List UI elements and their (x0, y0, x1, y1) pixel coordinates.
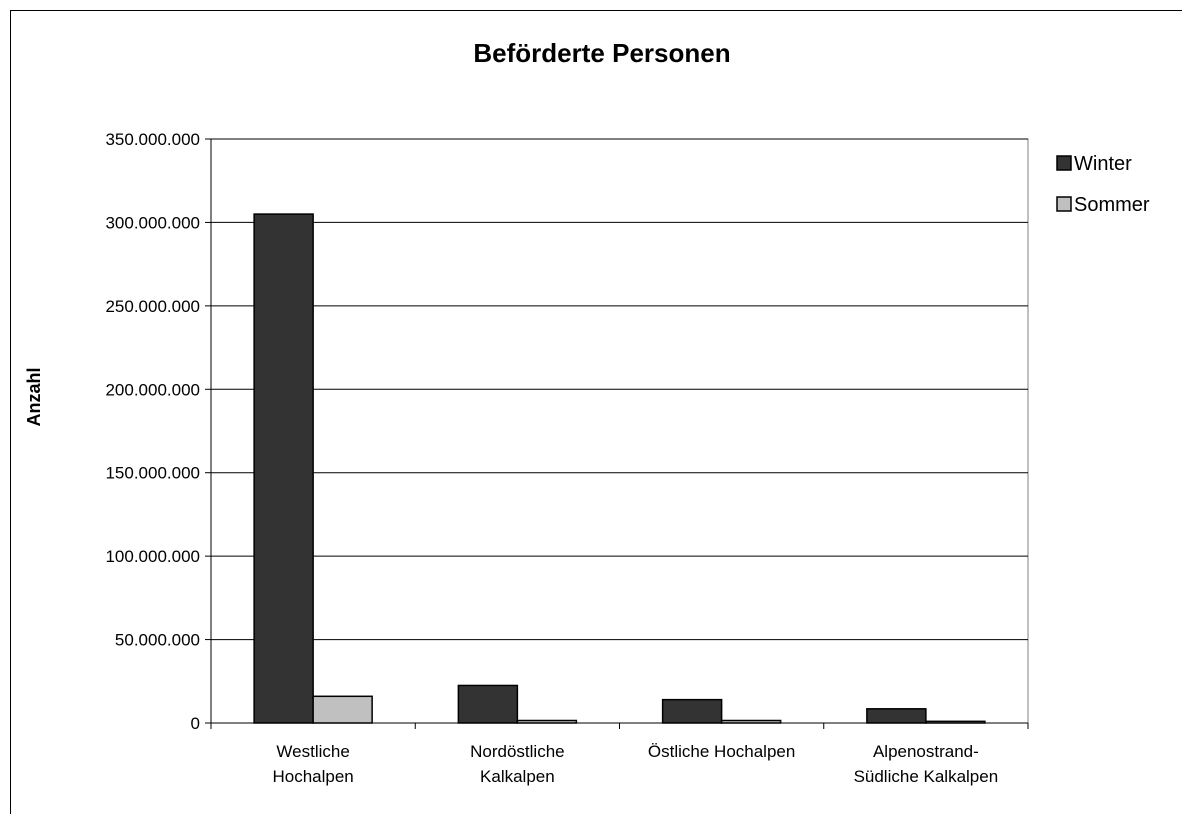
y-tick-label: 100.000.000 (105, 547, 200, 566)
y-tick-label: 350.000.000 (105, 130, 200, 149)
y-tick-label: 250.000.000 (105, 297, 200, 316)
bar-winter (253, 213, 314, 724)
legend-swatch-winter (1056, 155, 1072, 171)
plot-area: 0 50.000.000 100.000.000 150.000.000 200.000… (105, 130, 1029, 786)
x-tick-label: Nordöstliche (470, 742, 565, 761)
y-tick-label: 50.000.000 (115, 631, 200, 650)
legend-label-winter: Winter (1074, 153, 1132, 175)
legend-label-sommer: Sommer (1074, 194, 1150, 216)
x-tick-label: Kalkalpen (480, 767, 555, 786)
bar-sommer (925, 720, 986, 724)
bar-sommer (720, 719, 782, 724)
x-tick-label: Westliche (276, 742, 349, 761)
y-tick-label: 150.000.000 (105, 464, 200, 483)
bar-winter (661, 698, 723, 724)
y-tick-label: 200.000.000 (105, 380, 200, 399)
y-axis-label: Anzahl (24, 367, 44, 426)
x-tick-label: Südliche Kalkalpen (854, 767, 999, 786)
y-tick-label: 300.000.000 (105, 213, 200, 232)
bar-winter (457, 684, 519, 724)
y-tick-label: 0 (191, 714, 200, 733)
x-tick-label: Alpenostrand- (873, 742, 979, 761)
plot-background (210, 138, 1029, 724)
legend: Winter Sommer (1056, 153, 1150, 216)
chart-title: Beförderte Personen (473, 38, 730, 68)
bar-sommer (312, 695, 373, 724)
x-tick-label: Hochalpen (272, 767, 353, 786)
bar-winter (866, 708, 927, 724)
bar-sommer (516, 719, 578, 724)
legend-swatch-sommer (1056, 196, 1072, 212)
chart-frame (10, 10, 1182, 814)
x-tick-label: Östliche Hochalpen (648, 742, 795, 761)
